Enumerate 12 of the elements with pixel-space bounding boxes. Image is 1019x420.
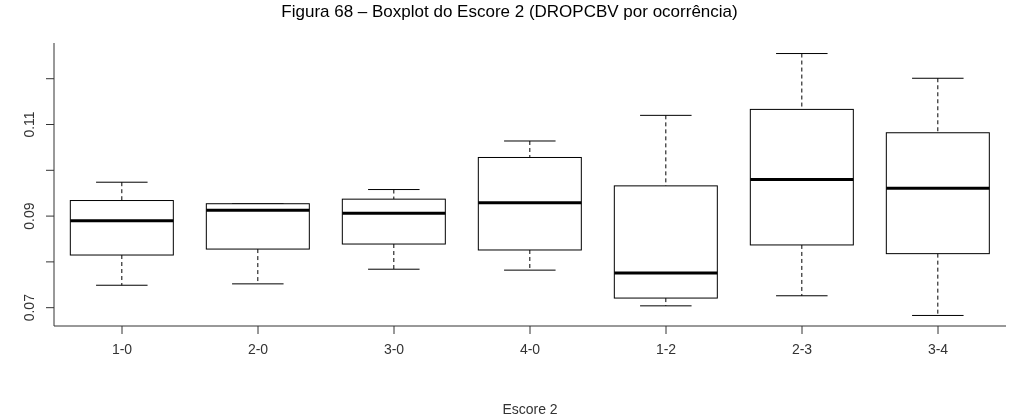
x-tick-label: 3-0: [383, 340, 405, 357]
x-tick-label: 3-4: [927, 340, 949, 357]
y-tick-label: 0.09: [21, 202, 37, 230]
y-tick-label: 0.11: [21, 111, 37, 138]
chart-title: Figura 68 – Boxplot do Escore 2 (DROPCBV por ocorrência): [280, 2, 739, 22]
y-tick-label: 0.07: [21, 293, 37, 322]
x-tick-label: 2-3: [791, 340, 813, 357]
x-tick-label: 1-2: [655, 340, 677, 357]
x-tick-label: 4-0: [519, 340, 541, 357]
x-axis-title: Escore 2: [502, 401, 558, 417]
x-tick-label: 2-0: [247, 340, 269, 357]
x-tick-label: 1-0: [111, 340, 133, 357]
